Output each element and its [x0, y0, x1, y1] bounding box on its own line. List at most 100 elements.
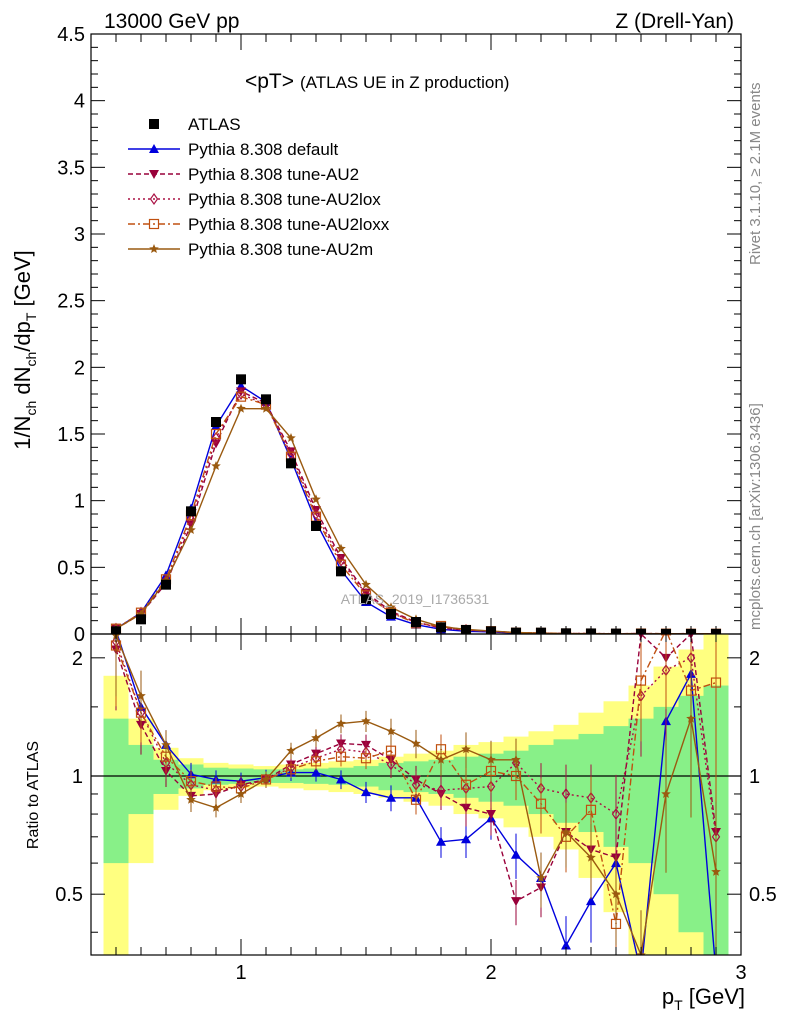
data-point — [161, 579, 171, 590]
plot-title: <pT> (ATLAS UE in Z production) — [245, 70, 509, 93]
series-point — [210, 428, 222, 440]
legend-label: ATLAS — [188, 115, 241, 134]
ratio-point — [636, 968, 646, 977]
y-tick-label: 3.5 — [57, 157, 85, 179]
series-point — [186, 525, 196, 534]
x-axis: 1 2 3 — [115, 34, 747, 984]
data-point — [136, 614, 146, 625]
legend-label: Pythia 8.308 tune-AU2m — [188, 240, 373, 259]
y-tick-label: 4 — [74, 91, 85, 113]
ratio-point — [561, 827, 571, 837]
series-point — [311, 494, 321, 504]
ratio-point — [136, 690, 146, 700]
ratio-point — [261, 774, 271, 784]
data-point — [186, 506, 196, 517]
data-point — [411, 617, 421, 627]
svg-text:pT [GeV]: pT [GeV] — [662, 984, 745, 1013]
ratio-point — [361, 716, 371, 726]
ratio-point — [511, 897, 521, 907]
ratio-point — [310, 756, 322, 767]
series-point — [261, 403, 271, 413]
ratio-point — [611, 889, 621, 899]
x-axis-title: pT [GeV] — [662, 984, 745, 1013]
series-point — [311, 506, 321, 515]
ratio-point — [661, 789, 671, 798]
ratio-tick-label-right: 1 — [749, 766, 760, 788]
y-tick-label: 2.5 — [57, 291, 85, 313]
ratio-point — [585, 804, 597, 815]
ratio-point — [436, 754, 446, 764]
data-point — [261, 394, 271, 405]
legend-entry: Pythia 8.308 tune-AU2 — [128, 165, 359, 184]
series-point — [336, 554, 346, 563]
ratio-point — [711, 866, 721, 876]
ratio-point — [461, 744, 471, 754]
y-tick-label: 0 — [74, 624, 85, 646]
ratio-point — [386, 726, 396, 736]
ratio-point — [311, 767, 321, 777]
svg-text:1/Nch dNch/dpT [GeV]: 1/Nch dNch/dpT [GeV] — [10, 250, 39, 450]
ratio-tick-label: 1 — [72, 766, 83, 788]
legend-marker — [149, 119, 159, 129]
legend-label: Pythia 8.308 tune-AU2loxx — [188, 215, 390, 234]
series-point — [186, 513, 196, 526]
legend-entry: Pythia 8.308 default — [128, 140, 339, 159]
series-point — [286, 433, 296, 442]
inner-band-bin — [128, 744, 154, 815]
legend-marker — [149, 244, 159, 253]
ratio-tick-label-right: 2 — [749, 648, 760, 670]
x-tick-label: 1 — [235, 962, 246, 984]
main-panel: 0 0.5 1 1.5 2 2.5 3 3.5 4 4.5 — [57, 24, 742, 646]
data-point — [311, 521, 321, 531]
ratio-point — [336, 774, 346, 784]
ratio-point — [285, 764, 297, 775]
series-point — [211, 431, 221, 445]
legend-entry: Pythia 8.308 tune-AU2loxx — [128, 215, 390, 234]
ratio-point — [236, 789, 246, 798]
ratio-point — [211, 802, 221, 812]
ratio-point — [386, 758, 396, 771]
ratio-point — [161, 739, 171, 749]
ratio-point — [611, 808, 621, 821]
y-tick-label: 1 — [74, 491, 85, 513]
ratio-point — [186, 794, 196, 804]
series-point — [361, 579, 371, 589]
legend-marker — [148, 218, 160, 230]
ratio-point — [360, 753, 372, 764]
rivet-label: Rivet 3.1.10, ≥ 2.1M events — [747, 83, 764, 266]
data-point — [236, 374, 246, 385]
legend-label: Pythia 8.308 default — [188, 140, 339, 159]
ratio-point — [511, 849, 521, 859]
ratio-tick-label: 0.5 — [55, 884, 83, 906]
series-point — [211, 461, 221, 470]
ratio-point — [335, 751, 347, 762]
y-tick-label: 1.5 — [57, 424, 85, 446]
ratio-point — [686, 713, 696, 723]
ratio-panel: 1 2 3 0.5 0.5 1 1 2 2 — [55, 34, 777, 984]
legend-entry: Pythia 8.308 tune-AU2lox — [128, 190, 381, 209]
data-point — [286, 458, 296, 469]
ratio-point — [561, 940, 571, 950]
ratio-point — [286, 745, 296, 755]
ratio-point — [561, 787, 571, 801]
data-point — [386, 609, 396, 619]
data-point — [361, 594, 371, 605]
ratio-point — [635, 675, 647, 686]
ratio-point — [461, 803, 471, 813]
main-ylabel: 1/Nch dNch/dpT [GeV] — [10, 250, 39, 450]
ratio-point — [311, 733, 321, 742]
ratio-tick-label: 2 — [72, 648, 83, 670]
data-point — [211, 417, 221, 427]
process-label: Z (Drell-Yan) — [615, 10, 734, 33]
legend-marker — [149, 170, 159, 179]
ratio-point — [411, 738, 421, 748]
ratio-point — [410, 794, 422, 805]
mcplots-label: mcplots.cern.ch [arXiv:1306.3436] — [747, 403, 764, 630]
ratio-point — [711, 968, 721, 977]
ratio-point — [210, 781, 222, 792]
ratio-tick-label-right: 0.5 — [749, 884, 777, 906]
y-tick-label: 3 — [74, 224, 85, 246]
inner-band-bin — [103, 718, 129, 864]
ratio-point — [586, 852, 596, 862]
